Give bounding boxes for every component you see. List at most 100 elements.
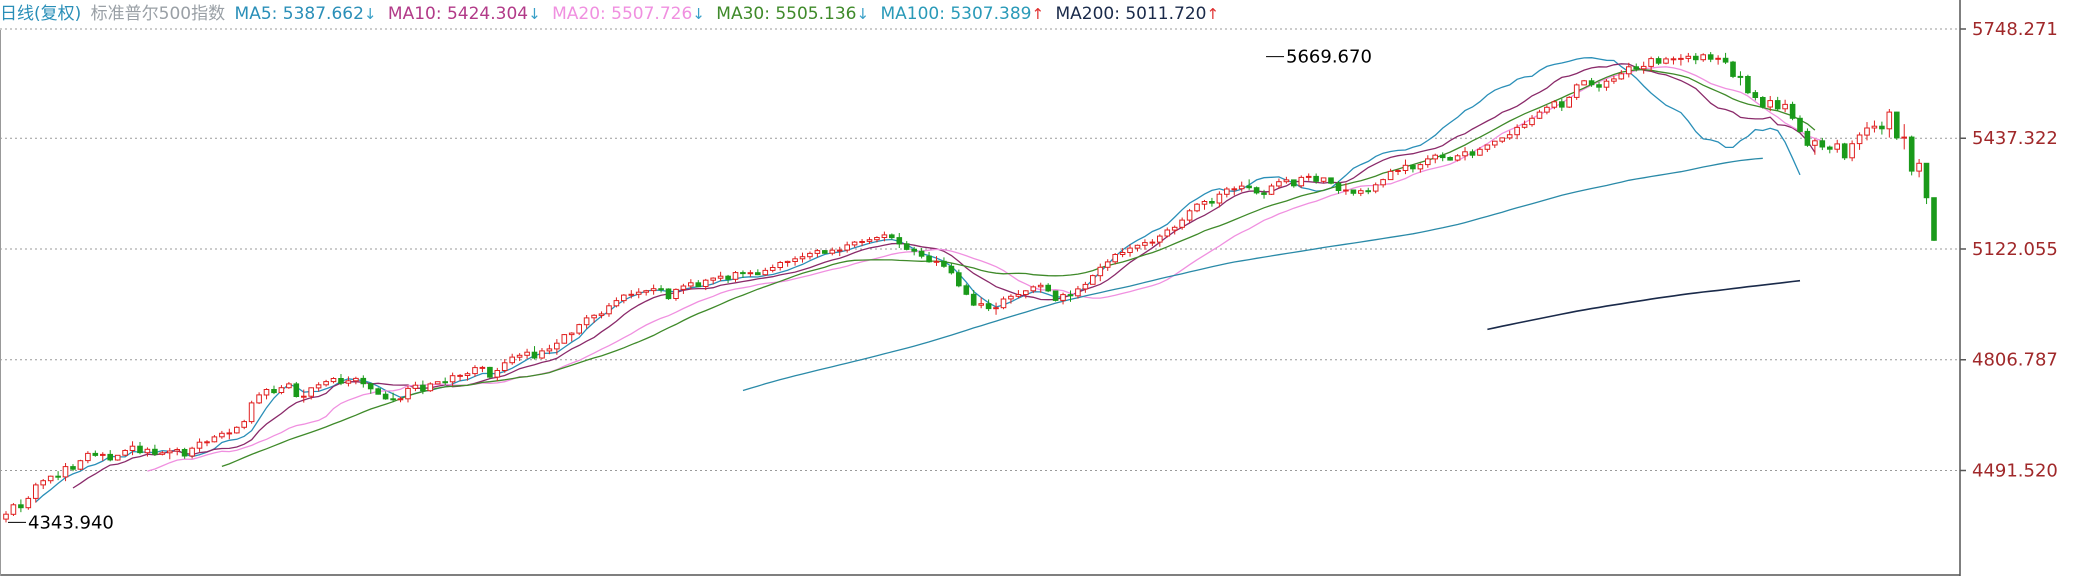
candle-up (1186, 210, 1193, 221)
candle-up (1194, 203, 1200, 212)
candle-up (204, 441, 210, 444)
candle-up (1380, 179, 1386, 186)
candle-up (539, 350, 545, 359)
candle-up (1320, 177, 1327, 182)
candle-up (1000, 298, 1007, 309)
candle-up (33, 484, 39, 499)
candle-down (181, 449, 188, 457)
candle-down (1745, 76, 1751, 94)
candle-up (1179, 219, 1185, 228)
candle-down (926, 255, 932, 263)
candle-up (1767, 100, 1774, 108)
candle-up (784, 260, 791, 263)
candle-up (509, 356, 515, 364)
candle-up (1678, 57, 1684, 60)
candle-up (874, 237, 880, 241)
candle-down (725, 275, 731, 280)
ma5-value: 5387.662 (282, 4, 364, 24)
candle-up (1782, 103, 1788, 110)
candle-down (1365, 190, 1372, 193)
candle-down (755, 272, 761, 276)
candle-up (933, 260, 940, 263)
candle-down (390, 398, 396, 401)
candle-down (1469, 151, 1476, 156)
candle-up (1856, 134, 1863, 145)
ma20-value: 5507.726 (611, 4, 693, 24)
ma5-separator: : (271, 4, 283, 24)
candle-up (1700, 54, 1707, 61)
candle-up (1432, 154, 1439, 160)
ma10-arrow-icon: ↓ (528, 5, 541, 23)
candle-up (635, 291, 642, 295)
candle-up (591, 314, 597, 319)
y-tick-label: 5437.322 (1972, 128, 2058, 149)
candle-up (598, 313, 605, 316)
candle-down (271, 389, 277, 394)
ma5-arrow-icon: ↓ (363, 5, 377, 23)
candle-up (47, 475, 54, 482)
candle-up (993, 307, 999, 310)
candle-up (1157, 235, 1163, 243)
candle-up (144, 448, 151, 454)
candle-up (747, 272, 754, 275)
candle-up (301, 395, 307, 398)
candle-down (1313, 175, 1319, 182)
candle-down (92, 452, 99, 456)
candle-up (1008, 295, 1014, 300)
candle-up (1082, 283, 1089, 290)
candle-up (1484, 144, 1491, 150)
candle-down (889, 234, 895, 239)
candle-down (1819, 140, 1826, 148)
candle-up (1149, 241, 1156, 244)
candle-down (1841, 143, 1848, 159)
candle-up (1611, 78, 1617, 82)
candle-up (1134, 244, 1141, 249)
candle-up (286, 383, 292, 389)
candle-up (1834, 143, 1841, 150)
candle-down (1350, 189, 1357, 194)
candle-down (293, 383, 300, 397)
candle-up (1618, 73, 1625, 80)
candle-up (1886, 111, 1893, 130)
candle-up (167, 450, 173, 454)
candle-down (1730, 61, 1736, 77)
candle-up (769, 267, 776, 271)
candle-up (1916, 162, 1922, 172)
candle-down (107, 453, 114, 461)
ma200-arrow-icon: ↑ (1206, 5, 1220, 23)
candle-up (1901, 136, 1908, 139)
candle-up (881, 234, 888, 238)
candle-down (1752, 92, 1759, 98)
candle-up (159, 452, 166, 455)
ma200-separator: : (1114, 4, 1126, 24)
candle-up (1685, 55, 1692, 59)
candle-up (330, 378, 337, 383)
candle-up (762, 269, 769, 276)
candle-up (516, 354, 523, 358)
candle-down (360, 377, 367, 385)
candle-down (1774, 100, 1781, 110)
candle-down (896, 237, 903, 245)
candle-up (1201, 201, 1208, 205)
ma30-arrow-icon: ↓ (856, 5, 870, 23)
candle-up (85, 452, 91, 462)
ma5-name: MA5 (234, 4, 272, 24)
candle-down (948, 265, 955, 274)
candle-down (1447, 157, 1453, 161)
candle-up (829, 249, 836, 254)
candle-up (814, 250, 821, 254)
candle-down (1827, 146, 1833, 150)
candle-up (606, 305, 612, 315)
y-tick-label: 4491.520 (1972, 460, 2058, 481)
ma30-value: 5505.136 (775, 4, 857, 24)
candle-up (1023, 290, 1029, 295)
candle-down (1410, 164, 1416, 170)
candle-down (55, 475, 61, 478)
candle-up (234, 426, 240, 434)
candle-up (1521, 124, 1528, 128)
candle-down (420, 384, 426, 392)
candle-up (457, 374, 463, 377)
candle-down (918, 250, 925, 257)
